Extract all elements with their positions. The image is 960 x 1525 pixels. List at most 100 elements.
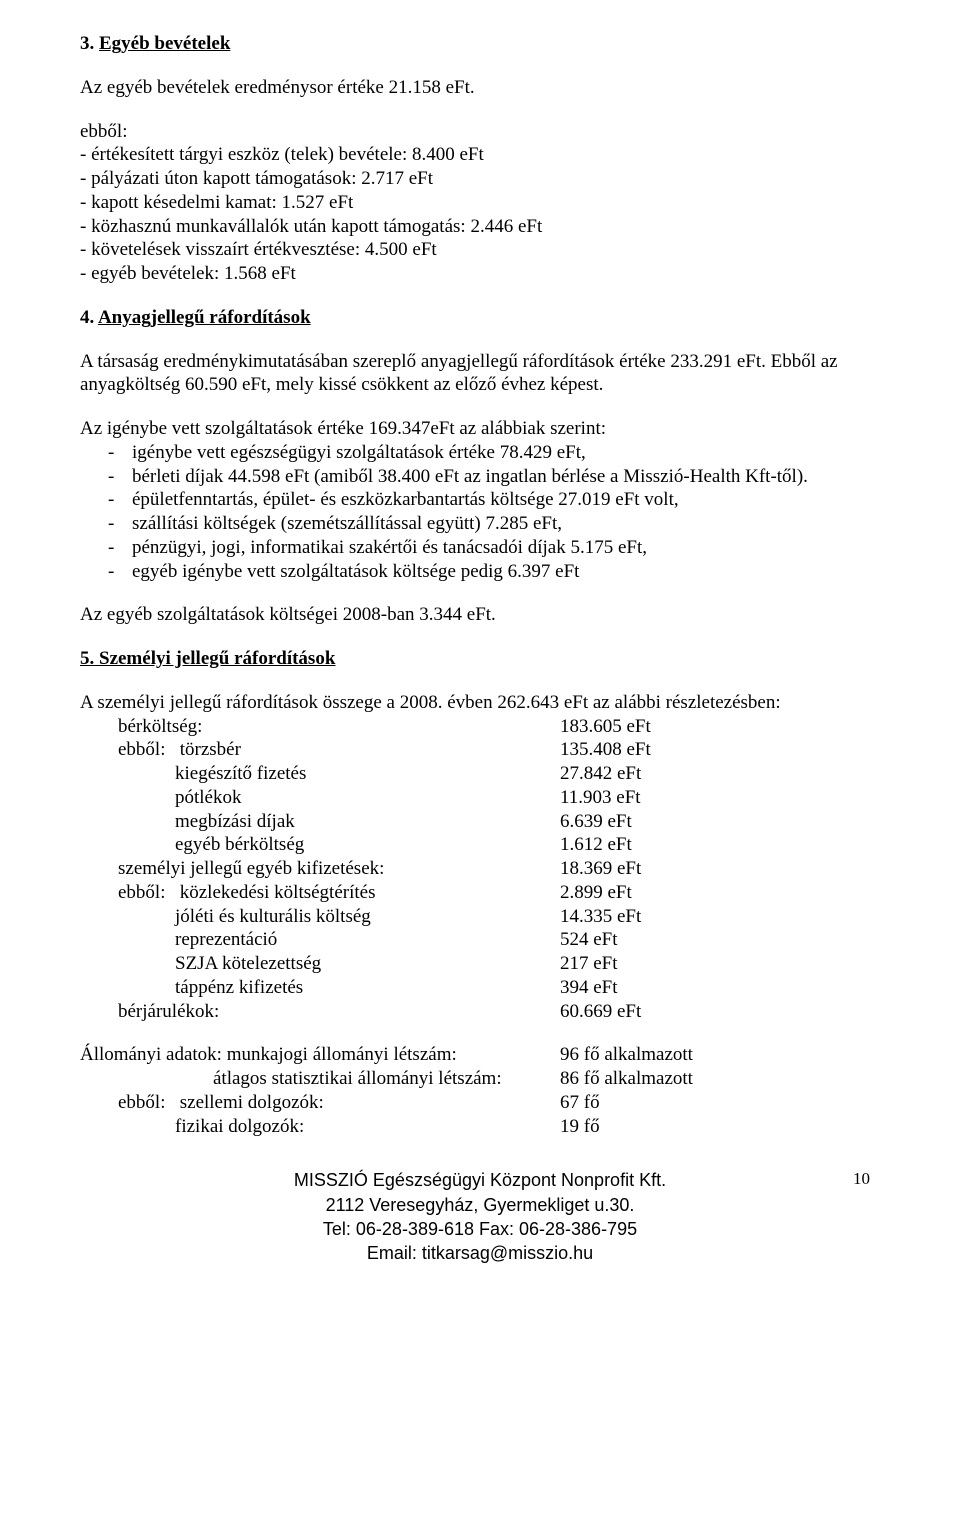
- cost-label: személyi jellegű egyéb kifizetések:: [80, 857, 560, 881]
- bullet-text: igénybe vett egészségügyi szolgáltatások…: [132, 442, 586, 463]
- footer-line-3: Tel: 06-28-389-618 Fax: 06-28-386-795: [80, 1217, 880, 1241]
- staff-label: Állományi adatok: munkajogi állományi lé…: [80, 1043, 560, 1067]
- page-footer: 10 MISSZIÓ Egészségügyi Központ Nonprofi…: [80, 1168, 880, 1265]
- section-3-item: - pályázati úton kapott támogatások: 2.7…: [80, 167, 880, 191]
- cost-label: táppénz kifizetés: [80, 976, 560, 1000]
- table-row: megbízási díjak 6.639 eFt: [80, 810, 880, 834]
- section-4-bullet: -bérleti díjak 44.598 eFt (amiből 38.400…: [80, 465, 880, 489]
- dash-icon: -: [108, 512, 132, 536]
- footer-line-4: Email: titkarsag@misszio.hu: [80, 1241, 880, 1265]
- cost-value: 524 eFt: [560, 928, 880, 952]
- table-row: bérjárulékok: 60.669 eFt: [80, 1000, 880, 1024]
- cost-value: 135.408 eFt: [560, 738, 880, 762]
- staff-value: 86 fő alkalmazott: [560, 1067, 880, 1091]
- staff-value: 19 fő: [560, 1115, 880, 1139]
- section-5-heading: 5. Személyi jellegű ráfordítások: [80, 647, 880, 671]
- section-3-number: 3.: [80, 33, 94, 54]
- table-row: ebből: szellemi dolgozók: 67 fő: [80, 1091, 880, 1115]
- table-row: fizikai dolgozók: 19 fő: [80, 1115, 880, 1139]
- cost-label: jóléti és kulturális költség: [80, 905, 560, 929]
- bullet-text: pénzügyi, jogi, informatikai szakértői é…: [132, 537, 647, 558]
- cost-value: 394 eFt: [560, 976, 880, 1000]
- dash-icon: -: [108, 465, 132, 489]
- cost-value: 2.899 eFt: [560, 881, 880, 905]
- cost-label: SZJA kötelezettség: [80, 952, 560, 976]
- section-3-heading: 3. Egyéb bevételek: [80, 32, 880, 56]
- staff-label: ebből: szellemi dolgozók:: [80, 1091, 560, 1115]
- section-5-cost-table: bérköltség:183.605 eFt ebből: törzsbér13…: [80, 715, 880, 1024]
- section-4-bullet: -szállítási költségek (szemétszállítássa…: [80, 512, 880, 536]
- table-row: reprezentáció 524 eFt: [80, 928, 880, 952]
- dash-icon: -: [108, 536, 132, 560]
- cost-value: 27.842 eFt: [560, 762, 880, 786]
- cost-label: egyéb bérköltség: [80, 833, 560, 857]
- dash-icon: -: [108, 441, 132, 465]
- footer-line-1: MISSZIÓ Egészségügyi Központ Nonprofit K…: [80, 1168, 880, 1192]
- section-3-title: Egyéb bevételek: [99, 33, 230, 54]
- section-3-item: - értékesített tárgyi eszköz (telek) bev…: [80, 143, 880, 167]
- dash-icon: -: [108, 560, 132, 584]
- table-row: Állományi adatok: munkajogi állományi lé…: [80, 1043, 880, 1067]
- cost-label: ebből: törzsbér: [80, 738, 560, 762]
- cost-label: pótlékok: [80, 786, 560, 810]
- cost-value: 60.669 eFt: [560, 1000, 880, 1024]
- section-4-para3: Az egyéb szolgáltatások költségei 2008-b…: [80, 603, 880, 627]
- cost-value: 11.903 eFt: [560, 786, 880, 810]
- staff-label: átlagos statisztikai állományi létszám:: [80, 1067, 560, 1091]
- bullet-text: egyéb igénybe vett szolgáltatások költsé…: [132, 561, 579, 582]
- section-3-item: - közhasznú munkavállalók után kapott tá…: [80, 215, 880, 239]
- cost-value: 18.369 eFt: [560, 857, 880, 881]
- cost-value: 6.639 eFt: [560, 810, 880, 834]
- section-4-title: Anyagjellegű ráfordítások: [98, 307, 311, 328]
- table-row: átlagos statisztikai állományi létszám:8…: [80, 1067, 880, 1091]
- section-4-bullets: -igénybe vett egészségügyi szolgáltatáso…: [80, 441, 880, 584]
- section-4-bullet: -épületfenntartás, épület- és eszközkarb…: [80, 488, 880, 512]
- staff-value: 67 fő: [560, 1091, 880, 1115]
- table-row: ebből: törzsbér135.408 eFt: [80, 738, 880, 762]
- cost-label: reprezentáció: [80, 928, 560, 952]
- table-row: kiegészítő fizetés 27.842 eFt: [80, 762, 880, 786]
- cost-value: 217 eFt: [560, 952, 880, 976]
- section-4-para2-lead: Az igénybe vett szolgáltatások értéke 16…: [80, 417, 880, 441]
- section-5-staff-table: Állományi adatok: munkajogi állományi lé…: [80, 1043, 880, 1138]
- section-4-para1: A társaság eredménykimutatásában szerepl…: [80, 350, 880, 398]
- staff-value: 96 fő alkalmazott: [560, 1043, 880, 1067]
- section-4-heading: 4. Anyagjellegű ráfordítások: [80, 306, 880, 330]
- cost-value: 14.335 eFt: [560, 905, 880, 929]
- section-4-block: Az igénybe vett szolgáltatások értéke 16…: [80, 417, 880, 583]
- section-5-number: 5.: [80, 648, 94, 669]
- table-row: táppénz kifizetés 394 eFt: [80, 976, 880, 1000]
- cost-label: kiegészítő fizetés: [80, 762, 560, 786]
- section-4-bullet: -igénybe vett egészségügyi szolgáltatáso…: [80, 441, 880, 465]
- cost-label: bérköltség:: [80, 715, 560, 739]
- section-3-item: - egyéb bevételek: 1.568 eFt: [80, 262, 880, 286]
- footer-line-2: 2112 Veresegyház, Gyermekliget u.30.: [80, 1193, 880, 1217]
- bullet-text: szállítási költségek (szemétszállítással…: [132, 513, 562, 534]
- section-3-item: - kapott késedelmi kamat: 1.527 eFt: [80, 191, 880, 215]
- bullet-text: bérleti díjak 44.598 eFt (amiből 38.400 …: [132, 466, 808, 487]
- section-4-bullet: -egyéb igénybe vett szolgáltatások költs…: [80, 560, 880, 584]
- section-3-list: ebből: - értékesített tárgyi eszköz (tel…: [80, 120, 880, 286]
- dash-icon: -: [108, 488, 132, 512]
- cost-value: 1.612 eFt: [560, 833, 880, 857]
- section-3-item: - követelések visszaírt értékvesztése: 4…: [80, 238, 880, 262]
- section-3-intro: Az egyéb bevételek eredménysor értéke 21…: [80, 76, 880, 100]
- table-row: SZJA kötelezettség 217 eFt: [80, 952, 880, 976]
- table-row: személyi jellegű egyéb kifizetések: 18.3…: [80, 857, 880, 881]
- table-row: pótlékok 11.903 eFt: [80, 786, 880, 810]
- bullet-text: épületfenntartás, épület- és eszközkarba…: [132, 489, 679, 510]
- section-3-ebbol-label: ebből:: [80, 120, 880, 144]
- cost-label: bérjárulékok:: [80, 1000, 560, 1024]
- section-5-title: Személyi jellegű ráfordítások: [99, 648, 335, 669]
- page-number: 10: [853, 1168, 870, 1191]
- cost-label: megbízási díjak: [80, 810, 560, 834]
- cost-value: 183.605 eFt: [560, 715, 880, 739]
- table-row: ebből: közlekedési költségtérítés 2.899 …: [80, 881, 880, 905]
- table-row: egyéb bérköltség 1.612 eFt: [80, 833, 880, 857]
- table-row: jóléti és kulturális költség 14.335 eFt: [80, 905, 880, 929]
- section-4-number: 4.: [80, 307, 94, 328]
- document-page: 3. Egyéb bevételek Az egyéb bevételek er…: [0, 0, 960, 1305]
- cost-label: ebből: közlekedési költségtérítés: [80, 881, 560, 905]
- staff-label: fizikai dolgozók:: [80, 1115, 560, 1139]
- table-row: bérköltség:183.605 eFt: [80, 715, 880, 739]
